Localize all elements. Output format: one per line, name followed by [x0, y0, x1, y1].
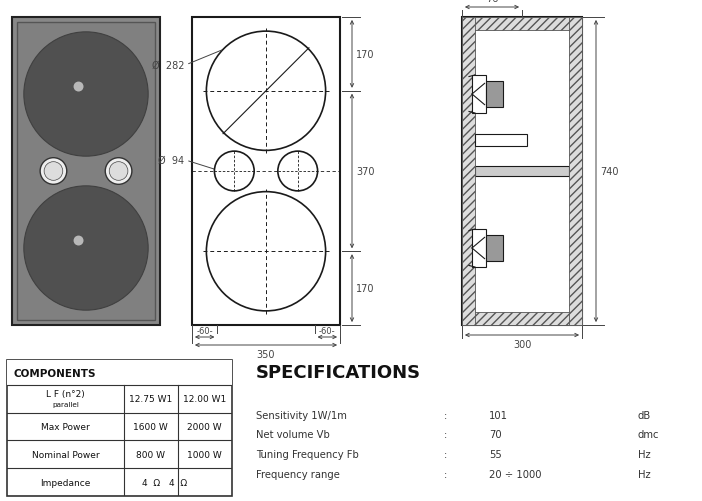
Circle shape	[74, 82, 84, 92]
Text: 55: 55	[489, 449, 502, 459]
Text: Hz: Hz	[637, 449, 650, 459]
Text: Hz: Hz	[637, 468, 650, 478]
Circle shape	[41, 50, 131, 139]
Bar	[462, 18, 475, 325]
Text: 4  Ω: 4 Ω	[142, 477, 160, 486]
Text: 370: 370	[356, 167, 374, 177]
Text: :: :	[444, 468, 448, 478]
Bar	[7, 361, 232, 385]
Text: Tuning Frequency Fb: Tuning Frequency Fb	[256, 449, 359, 459]
Bar	[462, 313, 582, 325]
Text: 170: 170	[356, 50, 374, 60]
Circle shape	[44, 162, 62, 181]
Text: Max Power: Max Power	[41, 422, 90, 431]
Text: :: :	[444, 410, 448, 420]
Text: Sensitivity 1W/1m: Sensitivity 1W/1m	[256, 410, 347, 420]
Circle shape	[67, 230, 105, 267]
Text: Ø  94: Ø 94	[158, 156, 184, 166]
Text: 12.75 W1: 12.75 W1	[129, 394, 173, 403]
Text: 170: 170	[356, 284, 374, 294]
Circle shape	[278, 152, 317, 191]
Bar	[462, 18, 582, 325]
Text: :: :	[444, 449, 448, 459]
Circle shape	[32, 194, 140, 303]
Circle shape	[75, 84, 97, 105]
Text: 350: 350	[257, 349, 275, 359]
Text: -60-: -60-	[319, 326, 336, 335]
Circle shape	[24, 33, 148, 157]
Text: COMPONENTS: COMPONENTS	[14, 368, 96, 378]
Circle shape	[105, 158, 132, 185]
Text: 740: 740	[600, 167, 618, 177]
Text: Frequency range: Frequency range	[256, 468, 340, 478]
Text: 20 ÷ 1000: 20 ÷ 1000	[489, 468, 542, 478]
Bar	[192, 18, 340, 325]
Bar	[569, 18, 582, 325]
Text: dB: dB	[637, 410, 651, 420]
Circle shape	[32, 40, 140, 149]
Circle shape	[67, 76, 105, 113]
Text: parallel: parallel	[52, 401, 79, 407]
Text: L F (n°2): L F (n°2)	[46, 389, 85, 398]
Text: 2000 W: 2000 W	[187, 422, 222, 431]
Circle shape	[24, 186, 148, 311]
Bar	[462, 18, 582, 31]
Text: 4  Ω: 4 Ω	[168, 477, 187, 486]
Bar	[17, 23, 155, 320]
Bar	[486, 82, 503, 108]
Text: 12.00 W1: 12.00 W1	[183, 394, 226, 403]
Circle shape	[41, 204, 131, 293]
Text: 300: 300	[513, 339, 531, 349]
Circle shape	[55, 217, 117, 280]
Text: 1000 W: 1000 W	[187, 450, 222, 459]
Circle shape	[75, 238, 97, 259]
Text: 800 W: 800 W	[136, 450, 165, 459]
Circle shape	[55, 64, 117, 126]
Circle shape	[110, 162, 128, 181]
Text: :: :	[444, 429, 448, 439]
Text: SPECIFICATIONS: SPECIFICATIONS	[256, 363, 420, 381]
Text: 76: 76	[486, 0, 498, 4]
Text: Nominal Power: Nominal Power	[32, 450, 99, 459]
Text: Net volume Vb: Net volume Vb	[256, 429, 329, 439]
Circle shape	[40, 158, 67, 185]
Text: -60-: -60-	[197, 326, 213, 335]
Text: 101: 101	[489, 410, 508, 420]
Text: 70: 70	[489, 429, 502, 439]
Bar	[475, 135, 526, 147]
Circle shape	[206, 192, 326, 311]
Text: Impedance: Impedance	[40, 477, 91, 486]
Text: dmc: dmc	[637, 429, 659, 439]
Text: Ø  282: Ø 282	[152, 61, 184, 71]
Bar	[472, 76, 486, 114]
Circle shape	[206, 32, 326, 151]
Bar	[472, 229, 486, 268]
Text: 1600 W: 1600 W	[133, 422, 168, 431]
Bar	[475, 167, 569, 177]
Bar	[12, 18, 160, 325]
Circle shape	[74, 236, 84, 246]
Circle shape	[214, 152, 254, 191]
Bar	[486, 235, 503, 262]
